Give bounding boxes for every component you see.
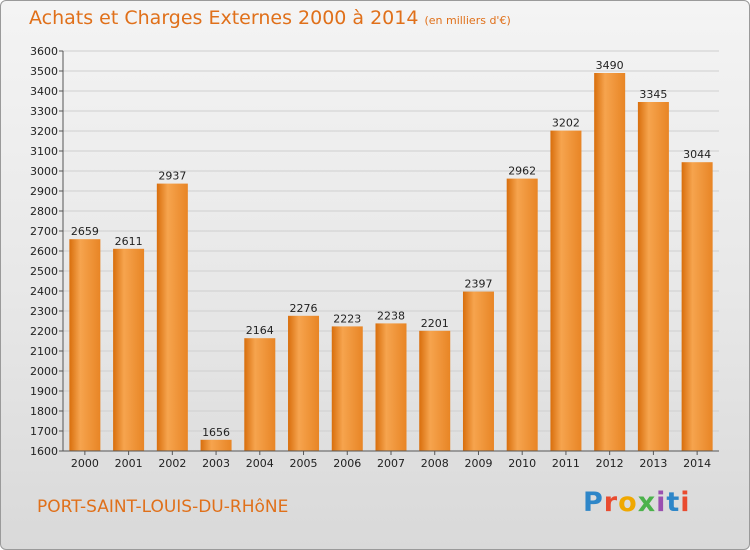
y-tick-labels: 1600 1700 1800 1900 2000 2100 2200 2300 2400 2500… (30, 45, 58, 458)
x-tick-label: 2006 (333, 457, 361, 470)
x-tick-label: 2007 (377, 457, 405, 470)
x-tick-label: 2002 (158, 457, 186, 470)
y-tick-label: 2900 (30, 185, 58, 198)
bars (69, 73, 713, 451)
logo-letter: r (603, 487, 619, 518)
bar (331, 326, 363, 451)
x-tick-label: 2000 (71, 457, 99, 470)
chart-subtitle: (en milliers d'€) (424, 14, 511, 27)
x-tick-label: 2008 (421, 457, 449, 470)
x-tick-label: 2011 (552, 457, 580, 470)
x-tick-label: 2010 (508, 457, 536, 470)
chart-title: Achats et Charges Externes 2000 à 2014 (e… (29, 7, 511, 29)
axes (62, 51, 719, 455)
bar (156, 183, 188, 451)
y-tick-label: 3000 (30, 165, 58, 178)
logo-letter: i (656, 487, 667, 518)
proxiti-logo[interactable]: Proxiti (583, 487, 691, 518)
logo-letter: t (666, 487, 681, 518)
y-tick-label: 3600 (30, 45, 58, 58)
y-tick-label: 2100 (30, 345, 58, 358)
data-label: 2611 (115, 235, 143, 248)
data-label: 2164 (246, 324, 274, 337)
logo-letter: P (583, 487, 604, 518)
bar (550, 130, 582, 451)
y-tick-label: 2300 (30, 305, 58, 318)
data-label: 2276 (290, 302, 318, 315)
y-tick-label: 1800 (30, 405, 58, 418)
bar (200, 439, 232, 451)
y-tick-label: 2400 (30, 285, 58, 298)
bar (681, 162, 713, 451)
data-label: 2223 (333, 312, 361, 325)
data-label: 1656 (202, 426, 230, 439)
logo-letter: i (680, 487, 691, 518)
y-tick-label: 3200 (30, 125, 58, 138)
chart-title-text: Achats et Charges Externes 2000 à 2014 (29, 7, 419, 29)
bar (113, 248, 145, 451)
x-tick-labels: 2000 2001 2002 2003 2004 2005 2006 2007 2008 2009… (71, 457, 711, 470)
bar (375, 323, 407, 451)
y-tick-label: 3400 (30, 85, 58, 98)
data-label: 2238 (377, 309, 405, 322)
data-label: 3202 (552, 117, 580, 130)
y-tick-label: 3500 (30, 65, 58, 78)
bar (244, 338, 276, 451)
y-tick-label: 1700 (30, 425, 58, 438)
data-label: 2937 (158, 170, 186, 183)
data-label: 2962 (508, 165, 536, 178)
data-label: 3044 (683, 148, 711, 161)
data-label: 2397 (464, 278, 492, 291)
x-tick-label: 2004 (246, 457, 274, 470)
y-tick-label: 1600 (30, 445, 58, 458)
bar (594, 73, 626, 451)
data-label: 3345 (639, 88, 667, 101)
x-tick-label: 2012 (596, 457, 624, 470)
y-tick-label: 2200 (30, 325, 58, 338)
y-tick-label: 2800 (30, 205, 58, 218)
bar (69, 239, 101, 451)
y-tick-label: 2500 (30, 265, 58, 278)
bar (419, 330, 451, 451)
y-tick-label: 2600 (30, 245, 58, 258)
x-tick-label: 2005 (290, 457, 318, 470)
commune-name: PORT-SAINT-LOUIS-DU-RHôNE (37, 497, 289, 517)
logo-letter: x (637, 487, 657, 518)
y-tick-label: 2000 (30, 365, 58, 378)
y-tick-label: 2700 (30, 225, 58, 238)
x-tick-label: 2013 (639, 457, 667, 470)
x-tick-label: 2001 (115, 457, 143, 470)
x-tick-label: 2014 (683, 457, 711, 470)
data-labels: 2659 2611 2937 1656 2164 2276 2223 2238 2201 2397… (71, 59, 711, 439)
bar (506, 178, 538, 451)
y-tick-label: 1900 (30, 385, 58, 398)
logo-letter: o (618, 487, 638, 518)
data-label: 2659 (71, 225, 99, 238)
y-tick-label: 3100 (30, 145, 58, 158)
x-tick-label: 2009 (464, 457, 492, 470)
data-label: 3490 (596, 59, 624, 72)
x-tick-label: 2003 (202, 457, 230, 470)
y-tick-label: 3300 (30, 105, 58, 118)
bar (462, 291, 494, 451)
bar (637, 102, 669, 451)
data-label: 2201 (421, 317, 449, 330)
bar (288, 315, 320, 451)
